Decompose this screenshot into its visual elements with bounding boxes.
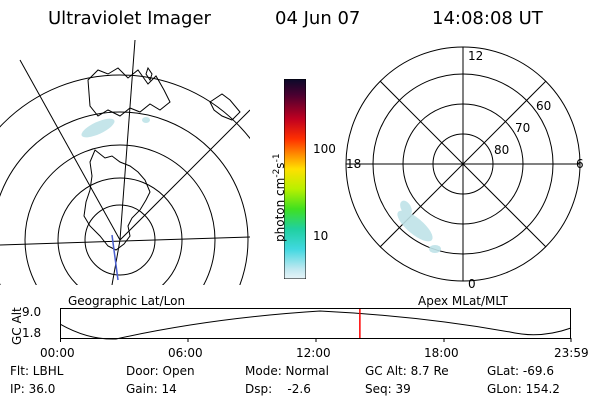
mode-status: Mode: Normal: [245, 364, 329, 378]
right-panel-label: Apex MLat/MLT: [418, 294, 508, 308]
gc-altitude-status: GC Alt: 8.7 Re: [365, 364, 449, 378]
meridian-line: [119, 40, 136, 241]
orbit-plot-frame: [60, 308, 571, 339]
orbit-xtick-1200: 12:00: [296, 346, 331, 360]
orbit-xtick-0600: 06:00: [168, 346, 203, 360]
aurora-oval: [397, 200, 441, 253]
mlt-label-12: 12: [468, 49, 483, 63]
orbit-xtick-0000: 00:00: [40, 346, 75, 360]
instrument-title: Ultraviolet Imager: [48, 8, 211, 29]
latitude-circle: [0, 111, 249, 285]
gain-status: Gain: 14: [126, 382, 177, 396]
geographic-map: [0, 40, 250, 285]
meridian-line: [19, 59, 121, 241]
filter-status: Flt: LBHL: [10, 364, 64, 378]
coastline-island: [145, 66, 153, 82]
meridian-line: [119, 109, 250, 241]
coastline-australia: [87, 67, 171, 117]
altitude-curve: [60, 310, 572, 340]
aurora-emission: [81, 117, 150, 138]
latitude-circle: [24, 144, 216, 285]
coastline-new-zealand: [209, 93, 241, 121]
color-bar: [284, 79, 306, 279]
latitude-circle: [0, 74, 250, 140]
mlt-label-18: 18: [346, 157, 361, 171]
dsp-status: Dsp: -2.6: [245, 382, 311, 396]
coastline-antarctica: [83, 149, 151, 251]
mlt-label-0: 0: [468, 277, 476, 290]
time-label: 14:08:08 UT: [432, 8, 543, 29]
latitude-circle: [57, 177, 183, 285]
colorbar-tick-10: 10: [313, 229, 329, 243]
meridian-line: [0, 236, 250, 246]
colorbar-tick-100: 100: [313, 142, 336, 156]
ip-status: IP: 36.0: [10, 382, 56, 396]
orbit-xtick-1800: 18:00: [424, 346, 459, 360]
colorbar-unit: photon cm-2s-1: [272, 153, 287, 242]
mlt-label-6: 6: [576, 157, 584, 171]
orbit-plot: [60, 308, 572, 342]
mlat-label-80: 80: [494, 143, 509, 157]
magnetic-polar-map: 12 18 6 0 60 70 80: [345, 46, 584, 290]
left-panel-label: Geographic Lat/Lon: [68, 294, 186, 308]
orbit-ytick-max: 9.0: [22, 305, 42, 319]
glon-status: GLon: 154.2: [487, 382, 560, 396]
glat-status: GLat: -69.6: [487, 364, 554, 378]
orbit-ytick-min: 1.8: [22, 326, 42, 340]
sequence-status: Seq: 39: [365, 382, 411, 396]
mlat-label-60: 60: [536, 99, 551, 113]
orbit-xtick-2359: 23:59: [554, 346, 589, 360]
mlat-label-70: 70: [515, 121, 530, 135]
date-label: 04 Jun 07: [275, 8, 361, 29]
satellite-track: [111, 234, 119, 281]
door-status: Door: Open: [126, 364, 195, 378]
